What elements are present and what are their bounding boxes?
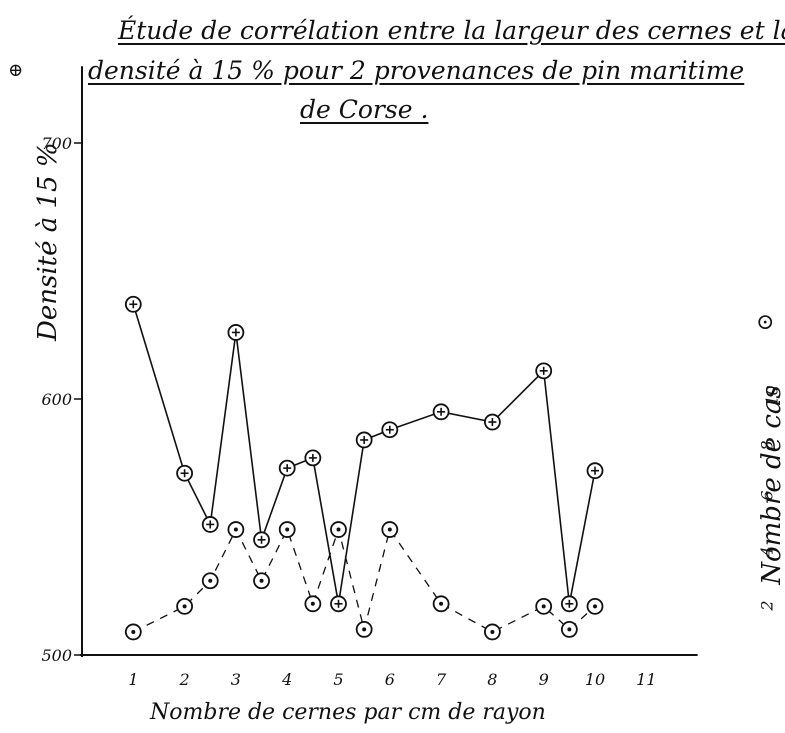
data-point-dot-mark bbox=[593, 604, 597, 609]
data-point-dot-mark bbox=[131, 629, 136, 634]
data-point-dot-mark bbox=[336, 527, 341, 532]
y-tick-label: 600 bbox=[41, 390, 72, 409]
title-line-3: de Corse . bbox=[300, 95, 429, 124]
x-tick-label: 1 bbox=[128, 670, 138, 689]
x-tick-label: 2 bbox=[179, 670, 190, 689]
data-point-dot-mark bbox=[233, 527, 238, 532]
y-tick-label: 500 bbox=[41, 646, 72, 665]
data-point-dot-mark bbox=[310, 601, 315, 606]
x-tick-label: 8 bbox=[487, 670, 497, 689]
data-point-dot-mark bbox=[439, 601, 444, 606]
data-point-dot-mark bbox=[541, 604, 546, 609]
x-tick-label: 6 bbox=[385, 670, 395, 689]
x-axis-label: Nombre de cernes par cm de rayon bbox=[150, 700, 546, 725]
plus-symbol-legend-icon: ⊕ bbox=[8, 60, 24, 81]
x-tick-label: 5 bbox=[333, 670, 343, 689]
x-tick-label: 4 bbox=[281, 670, 292, 689]
data-point-dot-mark bbox=[208, 578, 213, 583]
x-tick-label: 3 bbox=[231, 670, 241, 689]
data-point-dot-mark bbox=[387, 527, 392, 532]
title-line-2: densité à 15 % pour 2 provenances de pin… bbox=[88, 56, 745, 85]
data-point-dot-mark bbox=[285, 527, 290, 532]
x-tick-label: 10 bbox=[585, 670, 605, 689]
data-point-dot-mark bbox=[490, 629, 495, 634]
data-point-dot-mark bbox=[259, 578, 264, 583]
data-point-dot-mark bbox=[362, 627, 367, 632]
data-point-dot-mark bbox=[567, 627, 572, 632]
x-tick-label: 11 bbox=[636, 670, 656, 689]
y-tick-label: 700 bbox=[41, 134, 72, 153]
x-tick-label: 7 bbox=[436, 670, 447, 689]
x-tick-label: 9 bbox=[539, 670, 549, 689]
dot-symbol-legend-icon: ⊙ bbox=[756, 310, 775, 335]
series-line-plus bbox=[132, 304, 596, 604]
data-point-dot-mark bbox=[182, 604, 187, 609]
title-line-1: Étude de corrélation entre la largeur de… bbox=[118, 16, 785, 45]
